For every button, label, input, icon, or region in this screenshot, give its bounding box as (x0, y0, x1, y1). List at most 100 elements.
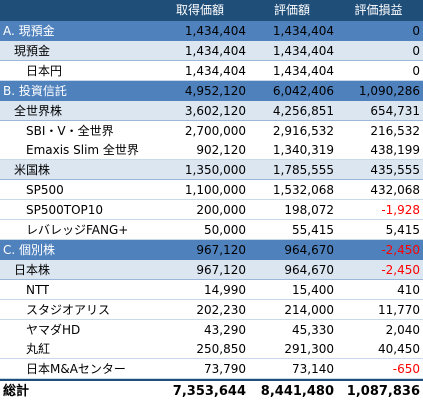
valuation-cell: 4,256,851 (272, 104, 334, 118)
acquisition-cost-cell: 202,230 (196, 303, 246, 317)
unrealized-gain-cell: -1,928 (381, 203, 420, 217)
item-row: SP500 1,100,000 1,532,068 432,068 (0, 180, 423, 200)
acquisition-cost-cell: 1,434,404 (184, 64, 246, 78)
acquisition-cost-cell: 3,602,120 (184, 104, 246, 118)
acquisition-cost-cell: 967,120 (196, 243, 246, 257)
valuation-cell: 198,072 (284, 203, 334, 217)
section-row: B. 投資信託 4,952,120 6,042,406 1,090,286 (0, 81, 423, 101)
item-row: SBI・V・全世界 2,700,000 2,916,532 216,532 (0, 121, 423, 141)
valuation-cell: 1,340,319 (272, 143, 334, 157)
unrealized-gain-cell: 0 (412, 44, 420, 58)
group-row: 日本株 967,120 964,670 -2,450 (0, 260, 423, 280)
valuation-cell: 15,400 (292, 283, 334, 297)
group-row: 全世界株 3,602,120 4,256,851 654,731 (0, 101, 423, 121)
valuation-cell: 1,532,068 (272, 183, 334, 197)
unrealized-gain-cell: 435,555 (370, 163, 420, 177)
item-row: 日本円 1,434,404 1,434,404 0 (0, 61, 423, 81)
group-label: 全世界株 (14, 104, 63, 118)
acquisition-cost-cell: 1,350,000 (184, 163, 246, 177)
unrealized-gain-cell: 410 (397, 283, 420, 297)
acquisition-cost-cell: 967,120 (196, 263, 246, 277)
group-row: 米国株 1,350,000 1,785,555 435,555 (0, 160, 423, 180)
acquisition-cost-cell: 902,120 (196, 143, 246, 157)
unrealized-gain-cell: -2,450 (381, 243, 420, 257)
header-unrealized-gain: 評価損益 (354, 3, 403, 17)
acquisition-cost-cell: 50,000 (204, 223, 246, 237)
total-row: 総計 7,353,644 8,441,480 1,087,836 (0, 379, 423, 400)
item-row: Emaxis Slim 全世界 902,120 1,340,319 438,199 (0, 140, 423, 160)
valuation-cell: 291,300 (284, 342, 334, 356)
section-row: C. 個別株 967,120 964,670 -2,450 (0, 240, 423, 260)
acquisition-cost-cell: 1,100,000 (184, 183, 246, 197)
valuation-cell: 2,916,532 (272, 124, 334, 138)
valuation-cell: 1,785,555 (272, 163, 334, 177)
unrealized-gain-cell: 2,040 (385, 323, 420, 337)
total-acquisition-cost: 7,353,644 (172, 384, 246, 399)
valuation-cell: 6,042,406 (272, 84, 334, 98)
valuation-cell: 55,415 (292, 223, 334, 237)
item-row: SP500TOP10 200,000 198,072 -1,928 (0, 200, 423, 220)
valuation-cell: 964,670 (284, 263, 334, 277)
section-label: C. 個別株 (3, 243, 56, 257)
valuation-cell: 964,670 (284, 243, 334, 257)
item-label: 日本円 (26, 64, 63, 78)
item-label: 丸紅 (26, 342, 51, 356)
header-valuation: 評価額 (273, 3, 310, 17)
section-label: B. 投資信託 (3, 84, 67, 98)
item-row: ヤマダHD 43,290 45,330 2,040 (0, 320, 423, 340)
unrealized-gain-cell: 1,090,286 (358, 84, 420, 98)
acquisition-cost-cell: 250,850 (196, 342, 246, 356)
unrealized-gain-cell: 11,770 (378, 303, 420, 317)
acquisition-cost-cell: 2,700,000 (184, 124, 246, 138)
valuation-cell: 1,434,404 (272, 64, 334, 78)
total-valuation: 8,441,480 (260, 384, 334, 399)
unrealized-gain-cell: 216,532 (370, 124, 420, 138)
unrealized-gain-cell: 5,415 (385, 223, 420, 237)
group-label: 現預金 (14, 44, 51, 58)
item-label: 日本M&Aセンター (26, 362, 126, 376)
item-row: 日本M&Aセンター 73,790 73,140 -650 (0, 359, 423, 379)
acquisition-cost-cell: 14,990 (204, 283, 246, 297)
acquisition-cost-cell: 200,000 (196, 203, 246, 217)
header-acquisition-cost: 取得価額 (175, 3, 224, 17)
item-label: スタジオアリス (26, 303, 111, 317)
total-label: 総計 (3, 384, 30, 399)
item-label: SP500 (26, 183, 64, 197)
valuation-cell: 45,330 (292, 323, 334, 337)
item-row: NTT 14,990 15,400 410 (0, 280, 423, 300)
table-header-row: 取得価額 評価額 評価損益 (0, 0, 423, 21)
group-label: 日本株 (14, 263, 51, 277)
item-label: レバレッジFANG+ (26, 223, 129, 237)
unrealized-gain-cell: -650 (392, 362, 420, 376)
unrealized-gain-cell: 654,731 (370, 104, 420, 118)
acquisition-cost-cell: 1,434,404 (184, 44, 246, 58)
unrealized-gain-cell: 0 (412, 24, 420, 38)
unrealized-gain-cell: -2,450 (381, 263, 420, 277)
item-label: ヤマダHD (26, 323, 81, 337)
total-unrealized-gain: 1,087,836 (346, 384, 420, 399)
unrealized-gain-cell: 438,199 (370, 143, 420, 157)
unrealized-gain-cell: 40,450 (378, 342, 420, 356)
section-row: A. 現預金 1,434,404 1,434,404 0 (0, 21, 423, 41)
item-row: レバレッジFANG+ 50,000 55,415 5,415 (0, 220, 423, 240)
group-label: 米国株 (14, 163, 51, 177)
acquisition-cost-cell: 1,434,404 (184, 24, 246, 38)
item-row: スタジオアリス 202,230 214,000 11,770 (0, 300, 423, 320)
valuation-cell: 1,434,404 (272, 44, 334, 58)
valuation-cell: 1,434,404 (272, 24, 334, 38)
group-row: 現預金 1,434,404 1,434,404 0 (0, 41, 423, 61)
acquisition-cost-cell: 43,290 (204, 323, 246, 337)
section-label: A. 現預金 (3, 24, 55, 38)
valuation-cell: 214,000 (284, 303, 334, 317)
item-label: Emaxis Slim 全世界 (26, 143, 139, 157)
item-label: SP500TOP10 (26, 203, 104, 217)
valuation-cell: 73,140 (292, 362, 334, 376)
acquisition-cost-cell: 4,952,120 (184, 84, 246, 98)
acquisition-cost-cell: 73,790 (204, 362, 246, 376)
item-label: SBI・V・全世界 (26, 124, 114, 138)
item-label: NTT (26, 283, 50, 297)
item-row: 丸紅 250,850 291,300 40,450 (0, 339, 423, 359)
unrealized-gain-cell: 432,068 (370, 183, 420, 197)
unrealized-gain-cell: 0 (412, 64, 420, 78)
